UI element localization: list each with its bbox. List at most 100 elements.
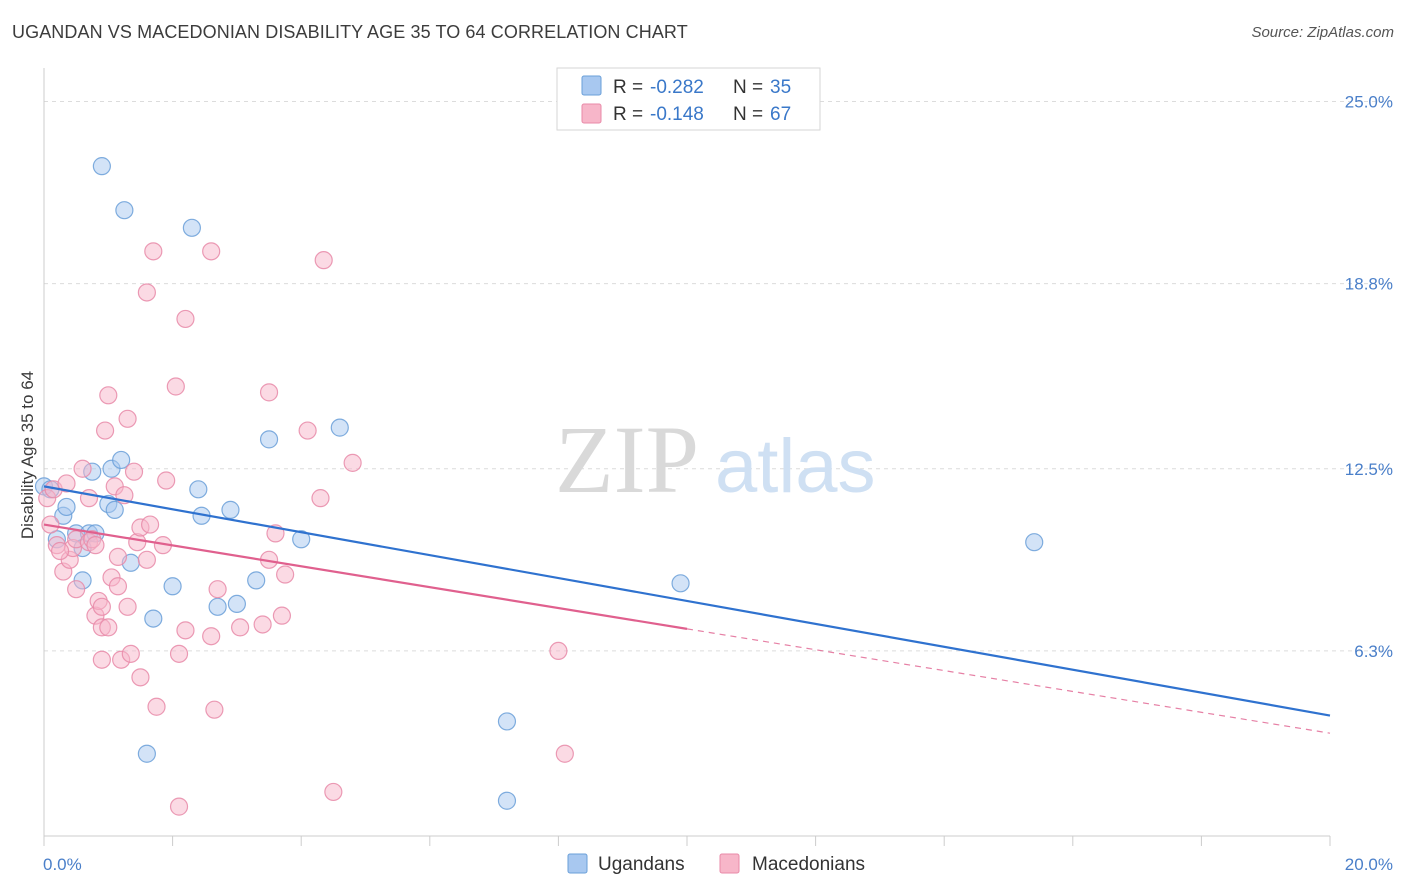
macedonian-point-60 [311, 489, 330, 508]
ugandan-trend-line [43, 485, 1331, 717]
ugandan-point-28 [259, 430, 279, 449]
ugandan-point-20 [163, 577, 182, 596]
ugandan-point-19 [137, 744, 156, 763]
macedonian-point-58 [276, 565, 295, 584]
watermark-atlas: atlas [715, 424, 876, 509]
macedonian-point-31 [121, 644, 140, 663]
macedonian-point-19 [92, 650, 111, 669]
macedonian-point-11 [79, 489, 99, 508]
trend-lines [43, 485, 1331, 734]
macedonian-point-17 [92, 597, 111, 616]
ugandan-point-18 [144, 609, 163, 628]
y-axis-label: Disability Age 35 to 64 [18, 371, 37, 539]
macedonian-point-36 [137, 550, 156, 569]
legend-n-label-0: N = [733, 77, 763, 98]
macedonian-point-33 [128, 533, 147, 552]
ugandan-point-14 [105, 500, 124, 519]
legend-swatch-ugandans [581, 75, 602, 96]
legend-r-value-1: -0.148 [650, 104, 704, 125]
macedonian-point-44 [169, 644, 189, 663]
macedonian-point-10 [73, 459, 92, 478]
ugandan-point-22 [189, 480, 208, 499]
macedonian-point-62 [324, 782, 343, 802]
ugandan-point-16 [115, 201, 134, 220]
y-tick-labels: 6.3% 12.5% 18.8% 25.0% [1345, 93, 1393, 661]
chart-title: UGANDAN VS MACEDONIAN DISABILITY AGE 35 … [12, 22, 688, 42]
macedonian-point-61 [314, 251, 333, 270]
macedonian-point-48 [202, 627, 221, 646]
ugandan-point-24 [208, 597, 227, 616]
y-tick-label-1: 12.5% [1345, 460, 1393, 479]
ugandan-point-29 [292, 530, 311, 549]
macedonian-point-50 [205, 700, 224, 719]
macedonian-point-35 [131, 668, 150, 687]
macedonian-point-37 [137, 283, 156, 302]
macedonian-point-39 [144, 242, 163, 261]
x-tick-max: 20.0% [1345, 855, 1393, 874]
data-points [34, 157, 1044, 816]
legend-top: R = -0.282 N = 35 R = -0.148 N = 67 [556, 67, 821, 131]
ugandan-point-11 [92, 157, 111, 176]
source-label: Source: ZipAtlas.com [1251, 24, 1394, 41]
macedonian-point-40 [147, 697, 166, 716]
macedonian-point-47 [176, 309, 195, 329]
legend-bottom-swatch-macedonians [719, 853, 740, 874]
macedonian-point-42 [157, 471, 176, 490]
macedonian-point-29 [118, 597, 137, 616]
ugandan-point-27 [247, 571, 266, 590]
legend-r-value-0: -0.282 [650, 77, 704, 98]
macedonian-point-63 [343, 453, 362, 472]
macedonian-point-65 [555, 744, 574, 763]
ugandan-point-15 [112, 450, 131, 470]
ugandan-point-26 [227, 594, 246, 613]
ugandan-point-4 [57, 497, 76, 517]
macedonian-point-20 [95, 421, 115, 440]
legend-bottom-label-macedonians: Macedonians [752, 854, 865, 875]
macedonian-point-5 [57, 474, 76, 493]
y-tick-label-0: 6.3% [1354, 642, 1393, 661]
macedonian-point-43 [166, 377, 185, 396]
macedonian-point-51 [208, 580, 227, 599]
macedonian-point-59 [298, 421, 317, 440]
macedonian-point-52 [231, 618, 250, 637]
macedonian-point-49 [202, 242, 221, 261]
legend-r-label-1: R = [613, 104, 643, 125]
ugandan-point-33 [671, 574, 690, 593]
ugandan-point-21 [182, 218, 201, 237]
grid-lines [44, 101, 1393, 652]
macedonian-point-21 [99, 618, 118, 637]
legend-n-label-1: N = [733, 104, 763, 125]
ugandan-point-30 [330, 418, 349, 437]
macedonian-point-64 [549, 641, 568, 661]
macedonian-point-46 [176, 621, 195, 640]
ugandan-point-25 [221, 500, 240, 519]
legend-bottom: Ugandans Macedonians [567, 853, 865, 875]
macedonian-point-26 [108, 547, 128, 566]
legend-n-value-0: 35 [770, 77, 791, 98]
axes [43, 68, 1331, 846]
watermark-zip: ZIP [555, 406, 699, 513]
macedonian-trend-line [43, 523, 688, 630]
macedonian-point-53 [253, 615, 272, 634]
macedonian-point-30 [118, 409, 137, 428]
macedonian-point-38 [140, 515, 160, 534]
macedonian-point-32 [124, 462, 144, 481]
ugandan-point-32 [497, 712, 517, 731]
macedonian-trend-line-extension [686, 628, 1331, 734]
zipatlas-watermark: ZIP atlas [555, 406, 876, 513]
macedonian-point-22 [99, 386, 118, 405]
y-tick-label-3: 25.0% [1345, 93, 1393, 112]
macedonian-point-45 [169, 797, 189, 816]
legend-r-label-0: R = [613, 77, 643, 98]
macedonian-point-66 [50, 541, 70, 561]
macedonian-point-57 [272, 606, 292, 625]
legend-n-value-1: 67 [770, 104, 791, 125]
macedonian-point-54 [259, 383, 279, 402]
legend-bottom-label-ugandans: Ugandans [598, 854, 685, 875]
legend-swatch-macedonians [581, 103, 602, 124]
x-tick-min: 0.0% [43, 855, 82, 874]
macedonian-point-25 [108, 577, 128, 596]
macedonian-point-14 [86, 536, 105, 555]
macedonian-point-8 [67, 580, 86, 599]
